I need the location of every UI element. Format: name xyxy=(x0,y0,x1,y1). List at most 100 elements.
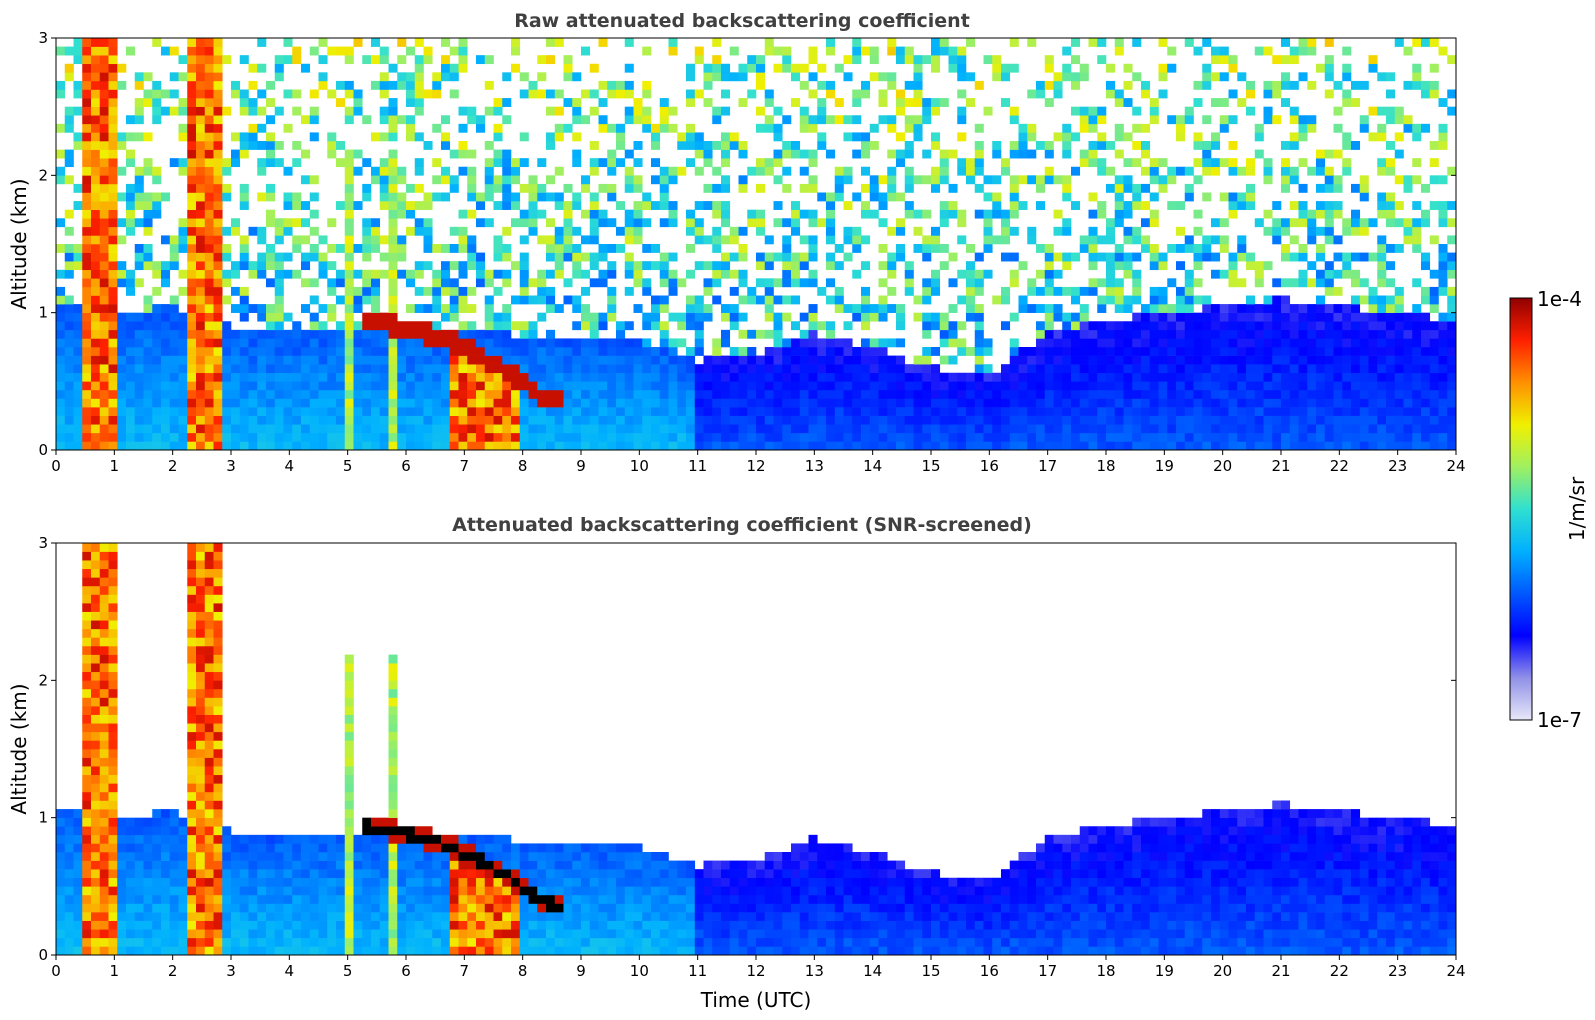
heatmap-cell xyxy=(546,372,556,382)
heatmap-cell xyxy=(91,714,101,724)
heatmap-cell xyxy=(1167,407,1177,416)
heatmap-cell xyxy=(1324,175,1334,185)
heatmap-cell xyxy=(143,372,153,382)
heatmap-cell xyxy=(213,389,223,399)
heatmap-cell xyxy=(117,338,127,348)
heatmap-cell xyxy=(782,218,792,228)
heatmap-cell xyxy=(589,201,599,210)
heatmap-cell xyxy=(1001,252,1011,262)
heatmap-cell xyxy=(353,321,363,331)
heatmap-cell xyxy=(791,98,801,107)
heatmap-cell xyxy=(362,441,372,451)
heatmap-cell xyxy=(283,218,293,228)
heatmap-cell xyxy=(764,355,774,365)
heatmap-cell xyxy=(99,269,109,279)
heatmap-cell xyxy=(528,441,538,451)
heatmap-cell xyxy=(1298,329,1308,339)
heatmap-cell xyxy=(1307,329,1317,339)
heatmap-cell xyxy=(843,347,853,356)
heatmap-cell xyxy=(283,89,293,99)
heatmap-cell xyxy=(196,141,206,150)
heatmap-cell xyxy=(913,63,923,73)
heatmap-cell xyxy=(589,89,599,99)
heatmap-cell xyxy=(1219,441,1229,451)
heatmap-cell xyxy=(519,381,529,391)
heatmap-cell xyxy=(353,355,363,365)
heatmap-cell xyxy=(1316,432,1326,442)
heatmap-cell xyxy=(423,407,433,416)
heatmap-cell xyxy=(388,226,398,236)
heatmap-cell xyxy=(904,432,914,442)
heatmap-cell xyxy=(82,218,92,228)
heatmap-cell xyxy=(834,407,844,416)
heatmap-cell xyxy=(808,355,818,365)
heatmap-cell xyxy=(1394,407,1404,416)
heatmap-cell xyxy=(511,381,521,391)
heatmap-cell xyxy=(371,278,381,288)
heatmap-cell xyxy=(554,132,564,142)
heatmap-cell xyxy=(502,149,512,159)
heatmap-cell xyxy=(99,594,109,604)
heatmap-cell xyxy=(91,166,101,176)
heatmap-cell xyxy=(861,364,871,374)
heatmap-cell xyxy=(878,364,888,374)
heatmap-cell xyxy=(913,432,923,442)
heatmap-cell xyxy=(511,432,521,442)
heatmap-cell xyxy=(344,381,354,391)
heatmap-cell xyxy=(467,321,477,331)
heatmap-cell xyxy=(388,441,398,451)
heatmap-cell xyxy=(467,338,477,348)
heatmap-cell xyxy=(64,903,74,913)
heatmap-cell xyxy=(1447,381,1457,391)
heatmap-cell xyxy=(318,441,328,451)
heatmap-cell xyxy=(91,809,101,818)
heatmap-cell xyxy=(82,389,92,399)
heatmap-cell xyxy=(1298,72,1308,82)
heatmap-cell xyxy=(519,235,529,245)
heatmap-cell xyxy=(519,355,529,365)
heatmap-cell xyxy=(178,166,188,176)
heatmap-cell xyxy=(703,312,713,322)
heatmap-cell xyxy=(721,389,731,399)
heatmap-cell xyxy=(108,235,118,245)
heatmap-cell xyxy=(108,441,118,451)
heatmap-cell xyxy=(694,321,704,331)
heatmap-cell xyxy=(82,355,92,365)
heatmap-cell xyxy=(834,389,844,399)
heatmap-cell xyxy=(974,141,984,150)
heatmap-cell xyxy=(598,183,608,193)
heatmap-cell xyxy=(896,381,906,391)
heatmap-cell xyxy=(231,158,241,168)
heatmap-cell xyxy=(904,175,914,185)
heatmap-cell xyxy=(379,312,389,322)
heatmap-cell xyxy=(397,347,407,356)
heatmap-cell xyxy=(91,852,101,861)
heatmap-cell xyxy=(371,355,381,365)
heatmap-cell xyxy=(82,244,92,253)
heatmap-cell xyxy=(966,278,976,288)
heatmap-cell xyxy=(73,407,83,416)
heatmap-cell xyxy=(1403,183,1413,193)
heatmap-cell xyxy=(773,158,783,168)
heatmap-cell xyxy=(668,381,678,391)
heatmap-cell xyxy=(1219,235,1229,245)
heatmap-cell xyxy=(904,381,914,391)
heatmap-cell xyxy=(922,372,932,382)
heatmap-cell xyxy=(1219,72,1229,82)
heatmap-cell xyxy=(922,389,932,399)
heatmap-cell xyxy=(931,244,941,253)
heatmap-cell xyxy=(353,432,363,442)
heatmap-cell xyxy=(502,98,512,107)
heatmap-cell xyxy=(1132,72,1142,82)
heatmap-cell xyxy=(204,192,214,202)
heatmap-cell xyxy=(134,329,144,339)
heatmap-cell xyxy=(117,389,127,399)
heatmap-cell xyxy=(423,321,433,331)
heatmap-cell xyxy=(642,244,652,253)
heatmap-cell xyxy=(1123,175,1133,185)
heatmap-cell xyxy=(99,877,109,887)
heatmap-cell xyxy=(169,244,179,253)
heatmap-cell xyxy=(1202,381,1212,391)
heatmap-cell xyxy=(493,424,503,434)
heatmap-cell xyxy=(869,123,879,133)
